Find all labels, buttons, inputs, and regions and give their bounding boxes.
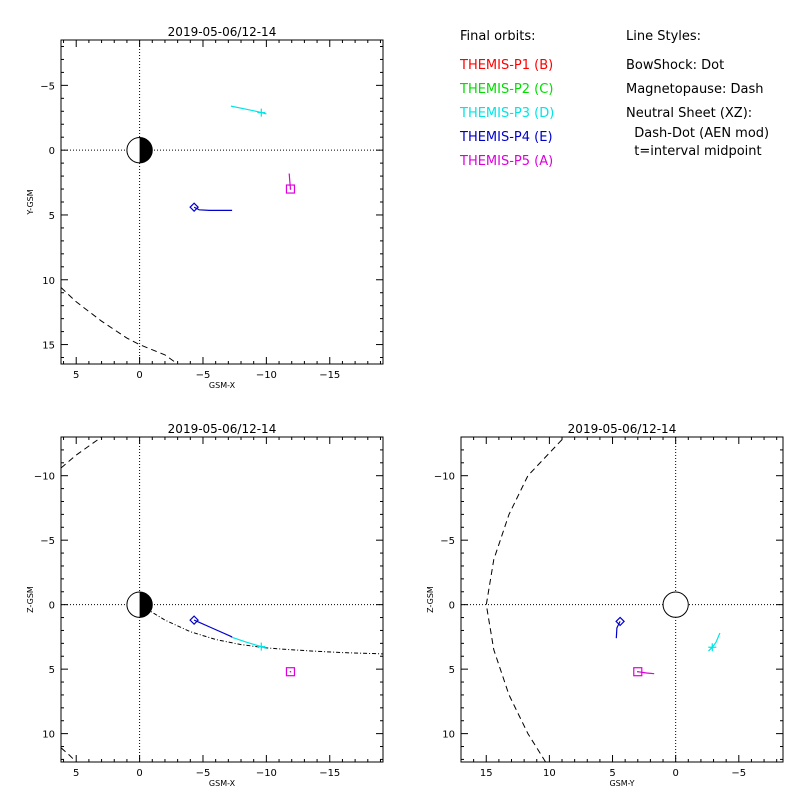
plot-title: 2019-05-06/12-14 <box>168 25 277 39</box>
legend-style-bowshock: BowShock: Dot <box>626 58 724 73</box>
panel-yz-plane: 2019-05-06/12-14 15 10 5 0 −5 −10 −5 0 5 10 GSM-Y Z-… <box>426 422 784 788</box>
x-tick-label: 10 <box>543 768 556 779</box>
x-tick-label: 15 <box>480 768 493 779</box>
x-tick-label: −15 <box>319 768 340 779</box>
orbit-marker-diamond <box>189 202 199 213</box>
plot-frame <box>60 436 384 763</box>
y-tick-label: 10 <box>42 730 55 741</box>
plot-area <box>461 437 783 762</box>
y-axis-label: Z-GSM <box>426 586 435 613</box>
panel-xz-plane: 2019-05-06/12-14 5 0 −5 −10 −15 −10 −5 0 5 10 GSM-X… <box>26 422 384 788</box>
plot-frame <box>460 436 784 763</box>
y-axis-label: Y-GSM <box>26 189 35 215</box>
y-tick-label: 0 <box>49 601 55 612</box>
y-tick-label: −10 <box>34 472 55 483</box>
x-tick-label: 0 <box>136 768 142 779</box>
legend-item-p4: THEMIS-P4 (E) <box>459 130 553 145</box>
legend-style-neutral-sheet: Neutral Sheet (XZ): <box>626 106 752 121</box>
legend-item-p3: THEMIS-P3 (D) <box>459 106 554 121</box>
earth-disk <box>662 591 689 618</box>
legend-orbits-title: Final orbits: <box>460 29 536 44</box>
legend-styles-title: Line Styles: <box>626 29 701 44</box>
earth-night-side <box>139 591 153 618</box>
y-tick-label: 0 <box>49 146 55 157</box>
y-tick-label: −5 <box>440 536 455 547</box>
x-tick-label: 0 <box>136 370 142 381</box>
magnetopause-curve <box>61 437 102 469</box>
x-axis-label: GSM-X <box>209 779 236 788</box>
x-axis-label: GSM-Y <box>609 779 634 788</box>
y-tick-label: 15 <box>42 341 55 352</box>
earth-night-side <box>139 137 153 163</box>
x-tick-label: −15 <box>319 370 340 381</box>
x-tick-label: 0 <box>672 768 678 779</box>
legend-final-orbits: Final orbits: THEMIS-P1 (B) THEMIS-P2 (C… <box>459 29 554 169</box>
y-axis-label: Z-GSM <box>26 586 35 613</box>
orbit-marker-square <box>285 184 296 194</box>
orbit-track-1 <box>193 619 233 638</box>
legend-style-midpoint: t=interval midpoint <box>626 144 762 159</box>
plot-area <box>61 437 383 762</box>
y-tick-label: 10 <box>42 276 55 287</box>
panel-xy-plane: 2019-05-06/12-14 5 0 −5 −10 −15 −5 0 5 10 15 GSM-X Y… <box>26 25 384 390</box>
orbit-marker-square <box>285 667 296 677</box>
legend-style-dash-dot: Dash-Dot (AEN mod) <box>626 126 769 141</box>
plot-area <box>61 40 383 364</box>
x-tick-label: −5 <box>196 370 211 381</box>
y-tick-label: 5 <box>49 211 55 222</box>
x-tick-label: 5 <box>73 370 79 381</box>
orbit-marker-square-dot <box>289 670 292 673</box>
orbit-marker-plus <box>257 108 266 117</box>
legend-item-p2: THEMIS-P2 (C) <box>459 82 553 97</box>
x-tick-label: 5 <box>73 768 79 779</box>
orbit-track-0 <box>230 636 267 650</box>
orbit-marker-plus <box>708 643 717 652</box>
orbit-marker-plus <box>257 642 266 651</box>
neutral-sheet-curve <box>145 608 383 655</box>
x-tick-label: −5 <box>196 768 211 779</box>
y-tick-label: 10 <box>442 730 455 741</box>
y-tick-label: 0 <box>449 601 455 612</box>
orbit-marker-square <box>633 667 643 677</box>
orbit-marker-diamond <box>615 616 625 627</box>
y-tick-label: −5 <box>40 536 55 547</box>
plot-title: 2019-05-06/12-14 <box>568 422 677 436</box>
legend-line-styles: Line Styles: BowShock: Dot Magnetopause:… <box>626 29 769 159</box>
x-tick-label: 5 <box>609 768 615 779</box>
orbit-marker-diamond <box>189 615 199 625</box>
y-tick-label: 5 <box>449 665 455 676</box>
plot-frame <box>60 39 384 365</box>
x-axis-label: GSM-X <box>209 381 236 390</box>
orbit-marker-square-dot <box>289 188 292 190</box>
legend-item-p5: THEMIS-P5 (A) <box>459 154 553 169</box>
orbit-marker-square-dot <box>636 670 639 673</box>
magnetopause-curve <box>61 747 77 762</box>
orbit-track-1 <box>193 206 233 211</box>
x-tick-label: −10 <box>256 768 277 779</box>
orbit-track-2 <box>288 173 292 190</box>
y-tick-label: −5 <box>40 81 55 92</box>
y-tick-label: 5 <box>49 665 55 676</box>
plot-title: 2019-05-06/12-14 <box>168 422 277 436</box>
magnetopause-curve <box>485 437 565 762</box>
orbit-track-0 <box>708 632 721 652</box>
orbit-track-2 <box>637 671 655 675</box>
x-tick-label: −10 <box>256 370 277 381</box>
y-tick-label: −10 <box>434 472 455 483</box>
legend-style-magnetopause: Magnetopause: Dash <box>626 82 763 97</box>
magnetopause-curve <box>61 287 178 364</box>
x-tick-label: −5 <box>731 768 746 779</box>
legend-item-p1: THEMIS-P1 (B) <box>459 58 553 73</box>
